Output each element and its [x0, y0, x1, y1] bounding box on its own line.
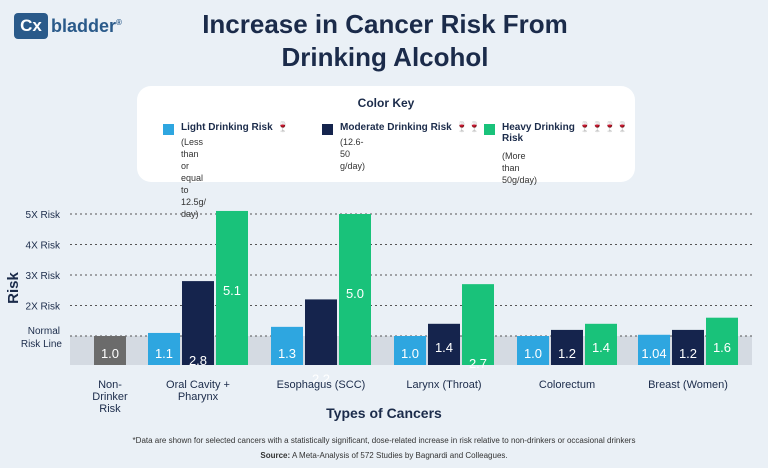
- bar-heavy: [462, 284, 494, 365]
- logo-text: bladder: [51, 15, 117, 36]
- y-tick-label: 2X Risk: [26, 302, 61, 313]
- bar-none: [94, 336, 126, 365]
- bar-value-label: 1.4: [592, 340, 610, 355]
- bar-moderate: [182, 281, 214, 365]
- y-tick-label: 3X Risk: [26, 271, 61, 282]
- y-tick-label: 4X Risk: [26, 241, 61, 252]
- heavy-label-2: Risk: [502, 133, 524, 144]
- moderate-desc: (12.6-50 g/day): [340, 137, 366, 171]
- bar-value-label: 1.2: [558, 346, 576, 361]
- page-title: Increase in Cancer Risk From Drinking Al…: [170, 8, 600, 74]
- light-desc-2: day): [181, 209, 199, 219]
- wine-glasses-icon: 🍷🍷: [455, 122, 481, 133]
- bar-value-label: 1.0: [524, 346, 542, 361]
- category-label: Esophagus (SCC): [277, 379, 366, 391]
- footnote: *Data are shown for selected cancers wit…: [132, 436, 636, 445]
- bar-light: [271, 326, 303, 365]
- source-text: A Meta-Analysis of 572 Studies by Bagnar…: [290, 451, 508, 460]
- light-swatch: [163, 124, 174, 135]
- bar-light: [148, 332, 180, 365]
- heavy-label: Heavy Drinking: [502, 122, 575, 133]
- source-label: Source:: [260, 451, 291, 460]
- bar-value-label: 1.04: [641, 346, 666, 361]
- category-label: Risk: [99, 403, 121, 415]
- bar-heavy: [216, 210, 248, 365]
- title-line-1: Increase in Cancer Risk From: [202, 9, 568, 39]
- bar-value-label: 5.0: [346, 286, 364, 301]
- category-label: Oral Cavity +: [166, 379, 230, 391]
- bar-light: [638, 334, 670, 365]
- bar-value-label: 1.2: [679, 346, 697, 361]
- bar-value-label: 2.8: [189, 353, 207, 368]
- category-label: Non-: [98, 379, 122, 391]
- moderate-label: Moderate Drinking Risk: [340, 122, 452, 133]
- category-label: Breast (Women): [648, 379, 728, 391]
- y-tick-label: Normal: [28, 326, 60, 337]
- bar-light: [517, 336, 549, 365]
- category-label: Larynx (Throat): [406, 379, 481, 391]
- bar-moderate: [305, 299, 337, 365]
- y-tick-label: Risk Line: [21, 339, 63, 350]
- color-key-title: Color Key: [357, 96, 415, 110]
- light-label: Light Drinking Risk: [181, 122, 273, 133]
- heavy-swatch: [484, 124, 495, 135]
- bar-value-label: 2.7: [469, 356, 487, 371]
- bar-value-label: 1.3: [278, 346, 296, 361]
- bar-heavy: [706, 317, 738, 365]
- bar-moderate: [428, 323, 460, 365]
- y-tick-label: 5X Risk: [26, 210, 61, 221]
- brand-logo: Cx bladder®: [14, 13, 122, 39]
- bar-moderate: [672, 329, 704, 365]
- bar-value-label: 2.2: [312, 371, 330, 386]
- category-label: Pharynx: [178, 391, 219, 403]
- bar-heavy: [585, 323, 617, 365]
- y-axis-label: Risk: [5, 272, 22, 304]
- logo-registered: ®: [116, 17, 122, 27]
- title-line-2: Drinking Alcohol: [281, 42, 489, 72]
- source-note: Source: A Meta-Analysis of 572 Studies b…: [0, 451, 768, 460]
- category-label: Drinker: [92, 391, 128, 403]
- bar-value-label: 1.0: [101, 346, 119, 361]
- bar-light: [394, 336, 426, 365]
- wine-glass-icon: 🍷: [276, 122, 290, 133]
- bar-value-label: 5.1: [223, 283, 241, 298]
- color-key: Color Key Light Drinking Risk 🍷 (Less tha…: [137, 86, 635, 219]
- bar-value-label: 1.0: [401, 346, 419, 361]
- wine-glasses-icon: 🍷🍷🍷🍷: [578, 122, 629, 133]
- bar-value-label: 1.4: [435, 340, 453, 355]
- logo-mark: Cx: [14, 13, 48, 39]
- bar-value-label: 1.1: [155, 346, 173, 361]
- bar-moderate: [551, 329, 583, 365]
- bar-value-label: 1.6: [713, 340, 731, 355]
- moderate-swatch: [322, 124, 333, 135]
- category-label: Colorectum: [539, 379, 595, 391]
- bar-heavy: [339, 214, 371, 365]
- light-desc-1: (Less than or equal to 12.5g/: [181, 137, 207, 207]
- heavy-desc: (More than 50g/day): [502, 151, 538, 185]
- x-axis-label: Types of Cancers: [326, 405, 442, 421]
